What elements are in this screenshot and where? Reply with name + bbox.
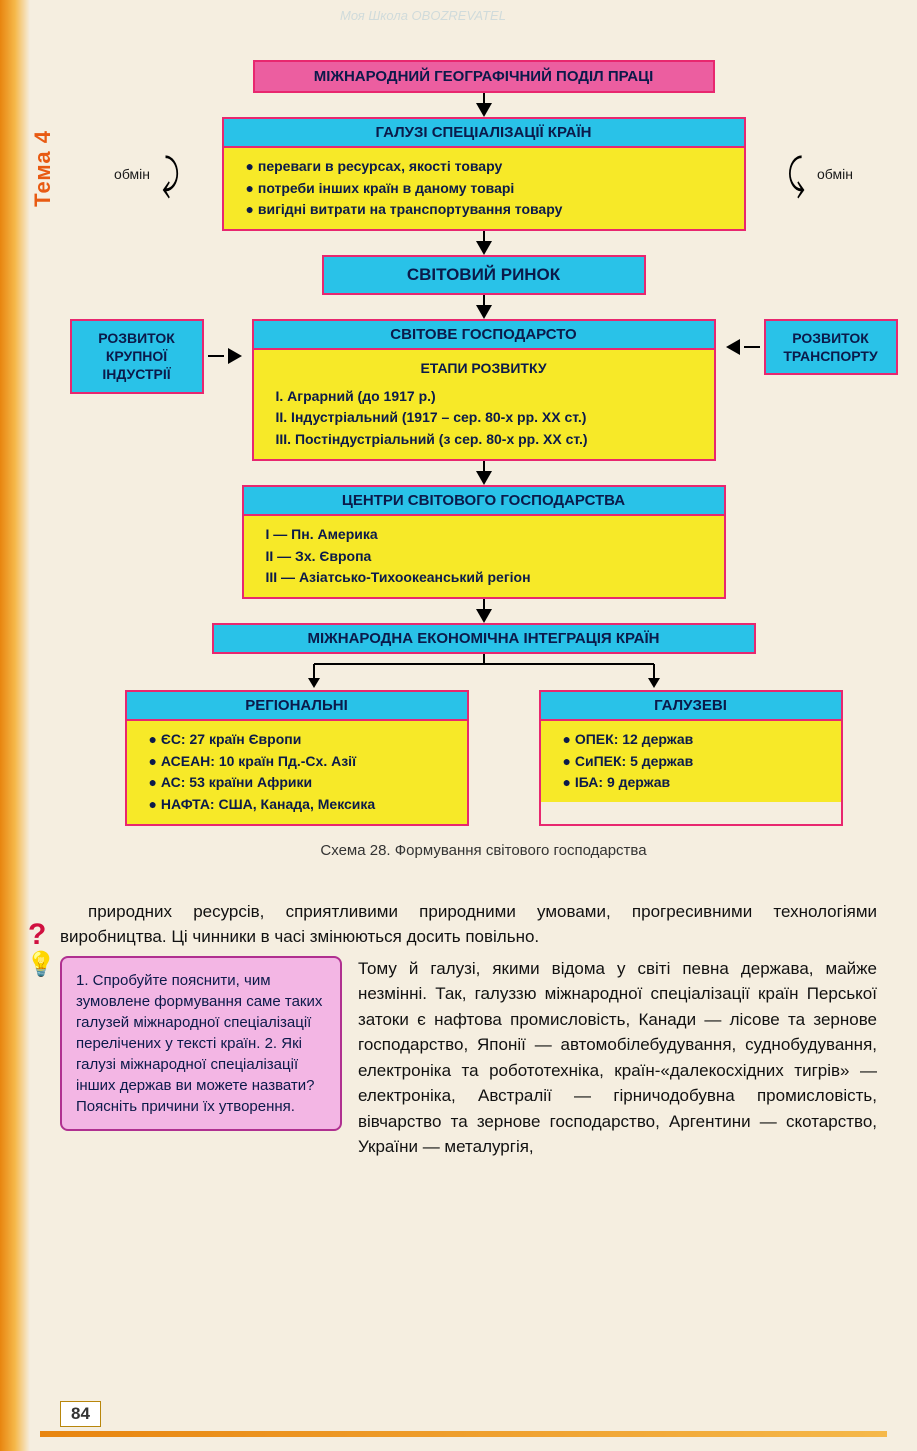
- list-item: I — Пн. Америка: [266, 524, 702, 546]
- node-world-economy-title: СВІТОВЕ ГОСПОДАРСТО: [254, 321, 714, 350]
- node-specialization: ГАЛУЗІ СПЕЦІАЛІЗАЦІЇ КРАЇН ● переваги в …: [222, 117, 746, 231]
- node-specialization-body: ● переваги в ресурсах, якості товару ● п…: [224, 148, 744, 229]
- node-sectoral-title: ГАЛУЗЕВІ: [541, 692, 841, 721]
- list-item: ● вигідні витрати на транспортування тов…: [246, 199, 722, 221]
- node-integration-title: МІЖНАРОДНА ЕКОНОМІЧНА ІНТЕГРАЦІЯ КРАЇН: [214, 625, 754, 652]
- list-item: III — Азіатсько-Тихоокеанський регіон: [266, 567, 702, 589]
- node-centers: ЦЕНТРИ СВІТОВОГО ГОСПОДАРСТВА I — Пн. Ам…: [242, 485, 726, 599]
- question-aside: ? 💡 1. Спробуйте пояснити, чим зумовлене…: [60, 956, 342, 1131]
- page-spine: [0, 0, 30, 1451]
- arrow-right-icon: [228, 348, 242, 364]
- exchange-label-left: обмін: [100, 166, 150, 182]
- node-division-of-labor: МІЖНАРОДНИЙ ГЕОГРАФІЧНИЙ ПОДІЛ ПРАЦІ: [253, 60, 715, 93]
- exchange-label-right: обмін: [817, 166, 867, 182]
- list-item: I. Аграрний (до 1917 р.): [276, 386, 692, 408]
- curve-icon: ⤸: [788, 164, 806, 185]
- textbook-page: Тема 4 Моя Школа OBOZREVATEL МІЖНАРОДНИЙ…: [0, 0, 917, 1451]
- node-world-economy: СВІТОВЕ ГОСПОДАРСТО ЕТАПИ РОЗВИТКУ I. Аг…: [252, 319, 716, 461]
- arrow-down-icon: [476, 103, 492, 117]
- list-item: ● ОПЕК: 12 держав: [563, 729, 819, 751]
- list-item: ● АСЕАН: 10 країн Пд.-Сх. Азії: [149, 751, 445, 773]
- node-world-market: СВІТОВИЙ РИНОК: [322, 255, 646, 295]
- list-item: ● АС: 53 країни Африки: [149, 772, 445, 794]
- page-number: 84: [60, 1401, 101, 1427]
- node-world-economy-body: ЕТАПИ РОЗВИТКУ I. Аграрний (до 1917 р.) …: [254, 350, 714, 459]
- body-paragraph-2: Тому й галузі, якими відома у світі певн…: [358, 956, 877, 1160]
- node-regional-title: РЕГІОНАЛЬНІ: [127, 692, 467, 721]
- specialization-row: обмін ⤸ ГАЛУЗІ СПЕЦІАЛІЗАЦІЇ КРАЇН ● пер…: [100, 117, 867, 231]
- list-item: ● ЄС: 27 країн Європи: [149, 729, 445, 751]
- lightbulb-icon: 💡: [26, 948, 56, 982]
- node-regional-body: ● ЄС: 27 країн Європи ● АСЕАН: 10 країн …: [127, 721, 467, 824]
- aside-text: 1. Спробуйте пояснити, чим зумовлене фор…: [76, 972, 322, 1115]
- list-item: II. Індустріальний (1917 – сер. 80-х рр.…: [276, 407, 692, 429]
- list-item: ● НАФТА: США, Канада, Мексика: [149, 794, 445, 816]
- list-item: ● переваги в ресурсах, якості товару: [246, 156, 722, 178]
- flowchart: МІЖНАРОДНИЙ ГЕОГРАФІЧНИЙ ПОДІЛ ПРАЦІ обм…: [90, 40, 877, 899]
- integration-branches: РЕГІОНАЛЬНІ ● ЄС: 27 країн Європи ● АСЕА…: [100, 690, 867, 826]
- theme-label: Тема 4: [30, 130, 56, 207]
- list-item: ● ІБА: 9 держав: [563, 772, 819, 794]
- node-regional: РЕГІОНАЛЬНІ ● ЄС: 27 країн Європи ● АСЕА…: [125, 690, 469, 826]
- node-sectoral: ГАЛУЗЕВІ ● ОПЕК: 12 держав ● СиПЕК: 5 де…: [539, 690, 843, 826]
- watermark: Моя Школа OBOZREVATEL: [340, 8, 506, 23]
- node-sectoral-body: ● ОПЕК: 12 держав ● СиПЕК: 5 держав ● ІБ…: [541, 721, 841, 802]
- arrow-down-icon: [476, 305, 492, 319]
- list-item: II — Зх. Європа: [266, 546, 702, 568]
- curve-icon: ⤸: [162, 164, 180, 185]
- node-industry: РОЗВИТОК КРУПНОЇ ІНДУСТРІЇ: [70, 319, 204, 394]
- node-transport: РОЗВИТОК ТРАНСПОРТУ: [764, 319, 898, 375]
- footer-bar: [40, 1431, 887, 1437]
- node-centers-title: ЦЕНТРИ СВІТОВОГО ГОСПОДАРСТВА: [244, 487, 724, 516]
- world-economy-row: РОЗВИТОК КРУПНОЇ ІНДУСТРІЇ СВІТОВЕ ГОСПО…: [100, 319, 867, 461]
- list-item: III. Постіндустріальний (з сер. 80-х рр.…: [276, 429, 692, 451]
- text-columns: ? 💡 1. Спробуйте пояснити, чим зумовлене…: [60, 956, 877, 1160]
- list-item: ● СиПЕК: 5 держав: [563, 751, 819, 773]
- node-specialization-title: ГАЛУЗІ СПЕЦІАЛІЗАЦІЇ КРАЇН: [224, 119, 744, 148]
- arrow-left-icon: [726, 339, 740, 355]
- list-item: ● потреби інших країн в даному товарі: [246, 178, 722, 200]
- fork-connector: [100, 654, 867, 690]
- body-paragraph-1: природних ресурсів, сприятливими природн…: [60, 899, 877, 950]
- stages-subtitle: ЕТАПИ РОЗВИТКУ: [276, 358, 692, 380]
- arrow-down-icon: [476, 241, 492, 255]
- arrow-down-icon: [476, 471, 492, 485]
- diagram-caption: Схема 28. Формування світового господарс…: [100, 842, 867, 859]
- node-centers-body: I — Пн. Америка II — Зх. Європа III — Аз…: [244, 516, 724, 597]
- node-integration: МІЖНАРОДНА ЕКОНОМІЧНА ІНТЕГРАЦІЯ КРАЇН: [212, 623, 756, 654]
- arrow-down-icon: [476, 609, 492, 623]
